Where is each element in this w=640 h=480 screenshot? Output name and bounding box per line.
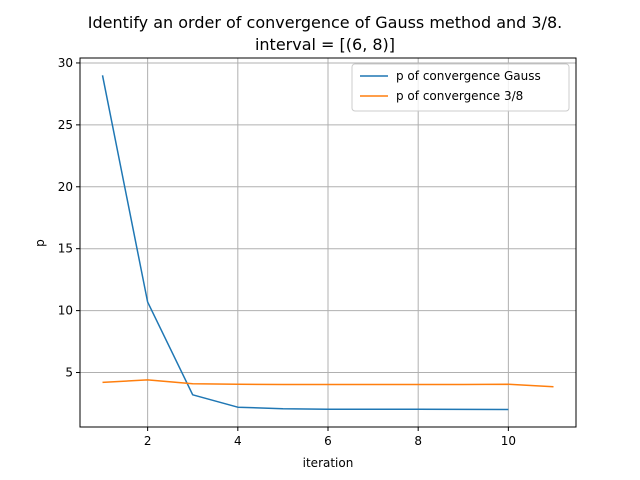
y-tick-label: 15 [58, 242, 73, 256]
series-line-2 [102, 379, 554, 388]
legend-box [351, 63, 570, 112]
x-tick-label: 10 [501, 434, 516, 448]
y-tick-label: 5 [65, 366, 73, 380]
y-axis-label: p [33, 239, 47, 247]
chart-title-line2: interval = [(6, 8)] [255, 35, 395, 54]
y-tick-label: 30 [58, 56, 73, 70]
y-tick-label: 10 [58, 304, 73, 318]
grid [80, 58, 576, 427]
legend: p of convergence Gauss p of convergence 3… [351, 63, 570, 112]
x-tick-label: 8 [414, 434, 422, 448]
series-line-1 [101, 75, 509, 411]
y-tick-label: 25 [58, 118, 73, 132]
legend-label-1: p of convergence Gauss [396, 69, 541, 83]
x-tick-label: 6 [324, 434, 332, 448]
x-tick-label: 2 [144, 434, 152, 448]
x-tick-label: 4 [234, 434, 242, 448]
x-axis-label: iteration [303, 456, 354, 470]
y-tick-label: 20 [58, 180, 73, 194]
chart-title-line1: Identify an order of convergence of Gaus… [88, 13, 562, 32]
legend-label-2: p of convergence 3/8 [396, 89, 523, 103]
series-lines [101, 75, 554, 411]
axis-ticks: 2 4 6 8 10 5 10 15 20 25 30 [58, 56, 516, 448]
